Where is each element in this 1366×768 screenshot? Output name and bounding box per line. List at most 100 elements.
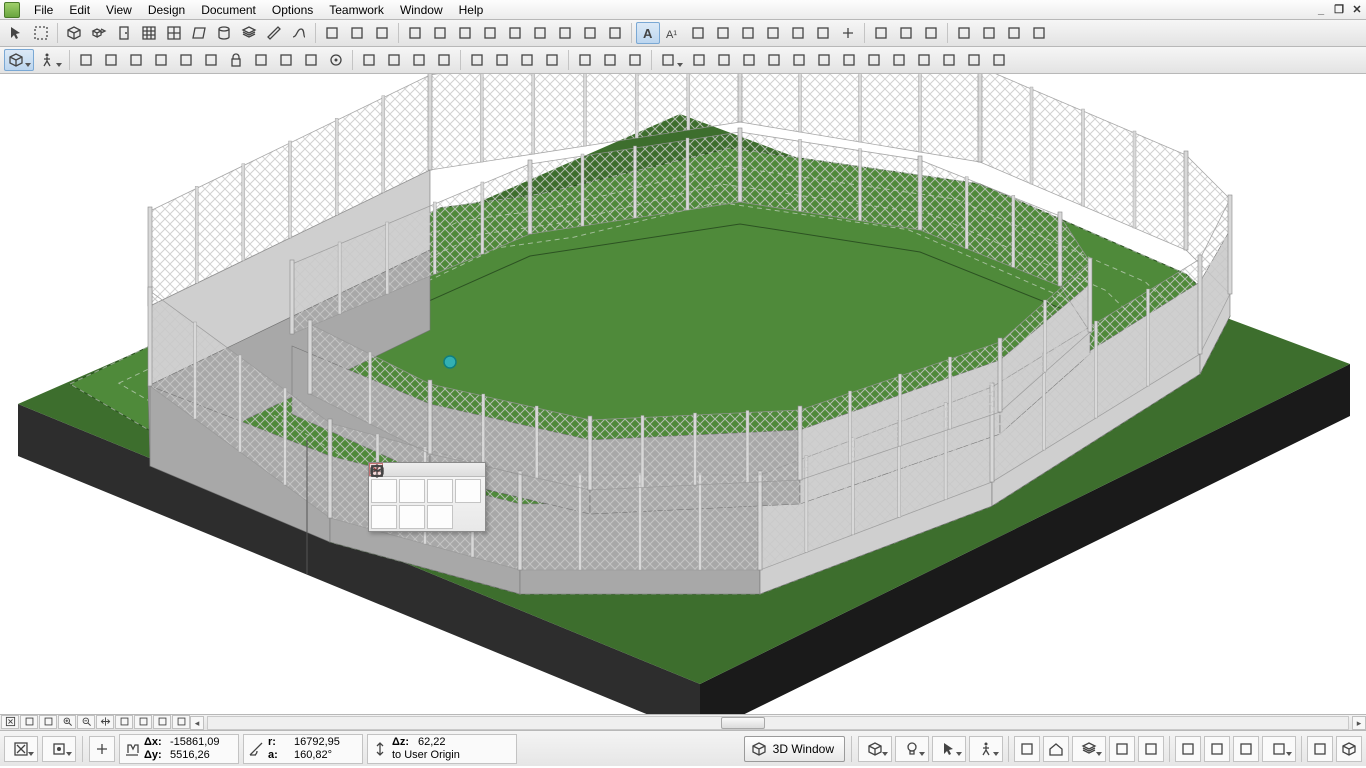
status-color[interactable] <box>1262 736 1296 762</box>
tool-trace2[interactable] <box>382 49 406 71</box>
window-maximize[interactable]: ❐ <box>1330 2 1348 18</box>
active-window-pill[interactable]: 3D Window <box>744 736 845 762</box>
status-cube[interactable] <box>858 736 892 762</box>
status-shadow[interactable] <box>1014 736 1040 762</box>
tool-annot2[interactable] <box>345 22 369 44</box>
tool-sun[interactable] <box>503 22 527 44</box>
tool-hatch[interactable] <box>403 22 427 44</box>
pet-boolean[interactable] <box>371 505 397 529</box>
nav-fit[interactable] <box>1 715 19 729</box>
tool-morph2[interactable] <box>490 49 514 71</box>
tool-view3d[interactable] <box>4 49 34 71</box>
status-walk[interactable] <box>969 736 1003 762</box>
tool-level[interactable] <box>811 22 835 44</box>
menu-window[interactable]: Window <box>392 1 451 19</box>
menu-options[interactable]: Options <box>264 1 321 19</box>
tool-grid-obj[interactable] <box>553 22 577 44</box>
tool-shell4[interactable] <box>737 49 761 71</box>
tool-filter[interactable] <box>274 49 298 71</box>
tool-morph4[interactable] <box>540 49 564 71</box>
tool-renov3[interactable] <box>623 49 647 71</box>
nav-zoom-out[interactable] <box>77 715 95 729</box>
tool-edit4[interactable] <box>1027 22 1051 44</box>
nav-zoom-in[interactable] <box>58 715 76 729</box>
tool-marquee[interactable] <box>29 22 53 44</box>
menu-file[interactable]: File <box>26 1 61 19</box>
tool-camera[interactable] <box>478 22 502 44</box>
tool-shell6[interactable] <box>787 49 811 71</box>
nav-zoom-sel[interactable] <box>20 715 38 729</box>
tool-target[interactable] <box>324 49 348 71</box>
status-scale[interactable] <box>1307 736 1333 762</box>
tool-pick[interactable] <box>299 49 323 71</box>
scroll-right[interactable]: ▸ <box>1352 716 1366 730</box>
menu-help[interactable]: Help <box>451 1 492 19</box>
nav-orbit[interactable] <box>134 715 152 729</box>
tool-survey3[interactable] <box>919 22 943 44</box>
tool-shell1[interactable] <box>656 49 686 71</box>
pet-move[interactable] <box>371 479 397 503</box>
selection-mode-2[interactable] <box>42 736 76 762</box>
status-layer[interactable] <box>1204 736 1230 762</box>
tool-plus[interactable] <box>836 22 860 44</box>
menu-teamwork[interactable]: Teamwork <box>321 1 392 19</box>
tool-morph3[interactable] <box>515 49 539 71</box>
tool-text-a[interactable]: A <box>636 22 660 44</box>
tool-lock[interactable] <box>224 49 248 71</box>
tool-select[interactable] <box>174 49 198 71</box>
tool-dim1[interactable] <box>711 22 735 44</box>
tool-annot1[interactable] <box>320 22 344 44</box>
add-coord-button[interactable] <box>89 736 115 762</box>
tool-railing[interactable] <box>578 22 602 44</box>
pet-palette[interactable]: ✕ <box>368 462 486 532</box>
tool-door[interactable] <box>112 22 136 44</box>
pet-add-node[interactable] <box>427 479 453 503</box>
tool-arrow[interactable] <box>4 22 28 44</box>
tool-radius[interactable] <box>786 22 810 44</box>
tool-shell2[interactable] <box>687 49 711 71</box>
tool-spline[interactable] <box>287 22 311 44</box>
tool-guides[interactable] <box>99 49 123 71</box>
status-ghost[interactable] <box>1233 736 1259 762</box>
tool-shell9[interactable] <box>862 49 886 71</box>
tool-layers[interactable] <box>237 22 261 44</box>
menu-view[interactable]: View <box>98 1 140 19</box>
tool-trace4[interactable] <box>432 49 456 71</box>
tool-dim2[interactable] <box>736 22 760 44</box>
pet-offset[interactable] <box>399 505 425 529</box>
tool-satellite[interactable] <box>528 22 552 44</box>
pet-subtract[interactable] <box>455 479 481 503</box>
tool-shell14[interactable] <box>987 49 1011 71</box>
nav-pan[interactable] <box>96 715 114 729</box>
tool-trace3[interactable] <box>407 49 431 71</box>
tool-trace1[interactable] <box>357 49 381 71</box>
tool-survey1[interactable] <box>869 22 893 44</box>
tool-snap[interactable] <box>149 49 173 71</box>
tool-ruler[interactable] <box>199 49 223 71</box>
pet-box[interactable] <box>399 479 425 503</box>
tool-section[interactable] <box>262 22 286 44</box>
tool-shell11[interactable] <box>912 49 936 71</box>
tool-morph1[interactable] <box>465 49 489 71</box>
tool-cube[interactable] <box>62 22 86 44</box>
tool-edit3[interactable] <box>1002 22 1026 44</box>
tool-shell7[interactable] <box>812 49 836 71</box>
3d-viewport[interactable]: ✕ <box>0 74 1366 714</box>
tool-cubes[interactable] <box>87 22 111 44</box>
selection-mode-1[interactable] <box>4 736 38 762</box>
menu-document[interactable]: Document <box>193 1 264 19</box>
tool-x-icon[interactable] <box>124 49 148 71</box>
menu-edit[interactable]: Edit <box>61 1 98 19</box>
tool-edit1[interactable] <box>952 22 976 44</box>
status-stack[interactable] <box>1138 736 1164 762</box>
status-origin[interactable] <box>1175 736 1201 762</box>
tool-edit2[interactable] <box>977 22 1001 44</box>
scroll-track[interactable] <box>207 716 1349 730</box>
tool-angle[interactable] <box>761 22 785 44</box>
tool-walk[interactable] <box>35 49 65 71</box>
tool-annot3[interactable] <box>370 22 394 44</box>
scroll-left[interactable]: ◂ <box>190 716 204 730</box>
nav-zoom-win[interactable] <box>39 715 57 729</box>
scroll-thumb[interactable] <box>721 717 765 729</box>
tool-shell3[interactable] <box>712 49 736 71</box>
